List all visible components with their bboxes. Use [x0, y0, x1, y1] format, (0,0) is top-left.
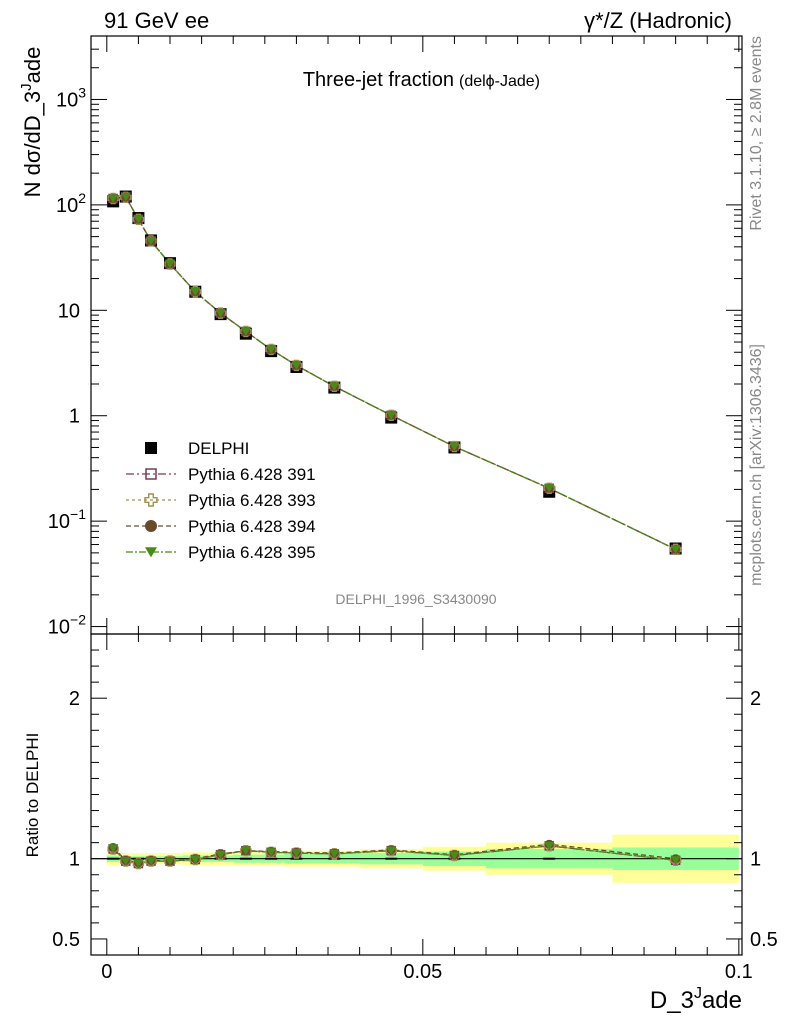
y-tick-label: 103: [56, 84, 86, 111]
mc-point-4: [190, 287, 201, 297]
ratio-point-4: [108, 844, 119, 853]
mc-point-4: [146, 236, 157, 246]
ratio-point-4: [329, 849, 340, 859]
ratio-y-tick-label-right: 0.5: [750, 929, 778, 951]
y-tick-label: 10−1: [48, 506, 86, 533]
ratio-point-4: [291, 849, 302, 858]
mc-point-4: [108, 194, 119, 203]
x-tick-label: 0: [101, 961, 112, 983]
y-axis-label: N dσ/dD_3Jade: [18, 47, 45, 198]
mc-point-4: [291, 361, 302, 370]
y-tick-label: 10−2: [48, 612, 86, 639]
ratio-y-tick-label: 2: [69, 688, 80, 710]
ratio-point-4: [165, 857, 176, 866]
chart-title: Three-jet fraction: [303, 69, 454, 91]
legend-marker: [145, 547, 157, 558]
legend-label: DELPHI: [188, 439, 249, 458]
ratio-ref-point: [239, 857, 252, 860]
legend-marker: [145, 520, 157, 532]
ratio-point-4: [240, 846, 251, 856]
ratio-point-4: [544, 841, 555, 851]
ratio-point-4: [133, 859, 144, 869]
mc-point-4: [165, 259, 176, 269]
header-left: 91 GeV ee: [104, 8, 209, 33]
mc-point-4: [120, 192, 131, 202]
mc-point-4: [329, 382, 340, 391]
ratio-panel: Ratio to DELPHI 0.5 0.5 1 1 2 2 0 0.05 0.1: [23, 633, 778, 983]
ratio-y-tick-label: 0.5: [52, 929, 80, 951]
ratio-point-4: [449, 851, 460, 860]
ratio-ref-point: [265, 857, 278, 860]
mc-point-4: [386, 411, 397, 420]
ratio-point-4: [120, 857, 131, 866]
legend-label: Pythia 6.428 394: [188, 517, 316, 536]
mc-point-4: [670, 545, 681, 554]
ratio-y-tick-label-right: 2: [750, 688, 761, 710]
mc-point-4: [240, 327, 251, 336]
ratio-point-4: [266, 848, 277, 857]
rivet-version-label: Rivet 3.1.10, ≥ 2.8M events: [748, 36, 765, 231]
ratio-point-4: [215, 850, 226, 860]
analysis-watermark: DELPHI_1996_S3430090: [335, 591, 496, 607]
ratio-point-4: [670, 856, 681, 865]
ratio-y-tick-label: 1: [69, 849, 80, 871]
mc-point-4: [133, 215, 144, 224]
x-tick-label: 0.1: [725, 961, 753, 983]
ratio-frame: [90, 633, 743, 956]
legend-marker: [145, 468, 157, 480]
chart-subtitle: (delϕ-Jade): [459, 73, 540, 90]
mc-point-4: [449, 442, 460, 452]
main-panel: Three-jet fraction (delϕ-Jade) DELPHI_19…: [18, 35, 743, 639]
y-tick-label: 10: [58, 300, 80, 322]
legend-marker: [145, 442, 157, 454]
ratio-ref-point: [543, 857, 556, 860]
mcplots-label: mcplots.cern.ch [arXiv:1306.3436]: [748, 344, 765, 586]
mc-point-4: [215, 309, 226, 318]
legend-label: Pythia 6.428 393: [188, 491, 316, 510]
ratio-y-axis-label: Ratio to DELPHI: [23, 733, 42, 858]
ratio-y-tick-label-right: 1: [750, 849, 761, 871]
x-axis-label: D_3Jade: [650, 985, 742, 1014]
mc-point-4: [544, 484, 555, 493]
ratio-point-4: [386, 846, 397, 856]
legend: DELPHI Pythia 6.428 391 Pythia 6.428 393 Py…: [126, 439, 316, 562]
ratio-ref-point: [107, 857, 120, 860]
legend-marker: [144, 493, 158, 507]
mc-point-4: [266, 345, 277, 354]
header-right: γ*/Z (Hadronic): [584, 8, 732, 33]
ratio-point-4: [146, 857, 157, 866]
ratio-ref-point: [385, 857, 398, 860]
x-tick-label: 0.05: [403, 961, 442, 983]
legend-label: Pythia 6.428 391: [188, 465, 316, 484]
ratio-point-4: [190, 855, 201, 865]
y-tick-label: 102: [56, 190, 86, 217]
legend-label: Pythia 6.428 395: [188, 543, 316, 562]
y-tick-label: 1: [69, 406, 80, 428]
